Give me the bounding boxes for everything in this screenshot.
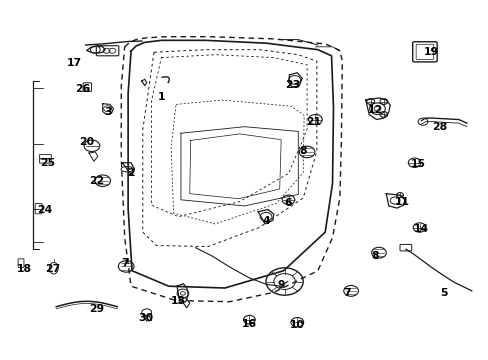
Text: 19: 19 [423, 47, 438, 57]
Text: 21: 21 [305, 117, 320, 127]
Text: 5: 5 [439, 288, 447, 298]
Text: 30: 30 [138, 312, 153, 323]
Text: 28: 28 [432, 122, 447, 132]
Text: 20: 20 [80, 137, 94, 147]
Text: 12: 12 [367, 105, 382, 115]
Text: 2: 2 [127, 168, 135, 178]
Text: 27: 27 [45, 264, 61, 274]
Text: 16: 16 [242, 319, 256, 329]
Text: 24: 24 [37, 204, 53, 215]
Text: 8: 8 [299, 146, 306, 156]
Text: 8: 8 [371, 251, 379, 261]
Text: 17: 17 [67, 58, 82, 68]
Text: 23: 23 [284, 80, 300, 90]
Text: 26: 26 [75, 84, 91, 94]
Text: 1: 1 [157, 92, 165, 102]
Text: 14: 14 [413, 224, 428, 234]
Text: 10: 10 [289, 320, 304, 330]
Text: 6: 6 [284, 198, 292, 208]
Text: 3: 3 [104, 107, 112, 117]
Text: 22: 22 [89, 176, 104, 186]
Text: 15: 15 [410, 159, 425, 169]
Text: 7: 7 [343, 288, 350, 298]
Text: 11: 11 [394, 197, 408, 207]
Text: 9: 9 [277, 280, 285, 290]
Text: 7: 7 [121, 258, 128, 268]
Text: 18: 18 [17, 264, 32, 274]
Text: 13: 13 [171, 296, 185, 306]
Text: 25: 25 [41, 158, 55, 168]
Text: 4: 4 [262, 216, 270, 226]
Text: 29: 29 [89, 304, 104, 314]
